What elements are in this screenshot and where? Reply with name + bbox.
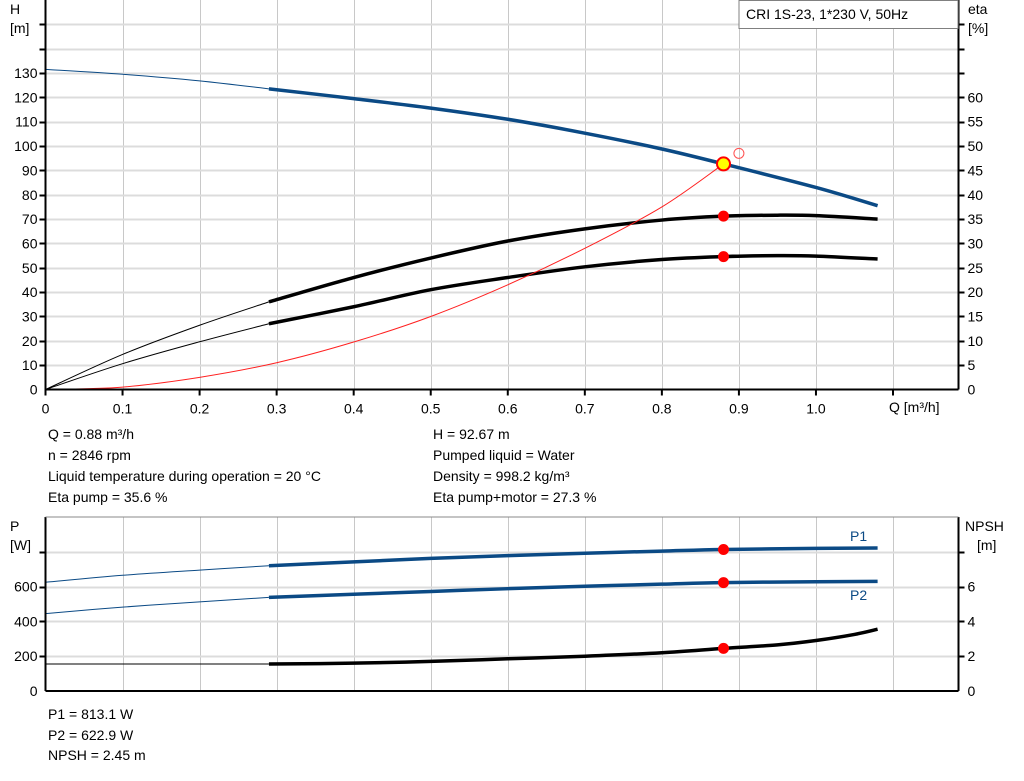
- operating-point-marker: [718, 577, 730, 589]
- y-tick-label: 40: [22, 284, 38, 300]
- x-axis-label: Q [m³/h]: [889, 399, 940, 415]
- y2-tick-label: 30: [968, 235, 984, 251]
- requested-point-marker: [733, 147, 745, 159]
- curve-P1: [268, 546, 878, 568]
- y-axis-label-p: P: [10, 518, 19, 534]
- y2-axis-label-eta: eta: [968, 1, 988, 17]
- y2-tick-label: 15: [968, 308, 984, 324]
- y-tick-label: 30: [22, 308, 38, 324]
- curve-system: [45, 163, 724, 390]
- y2-tick-label: 4: [968, 613, 976, 629]
- y2-tick-label: 0: [968, 382, 976, 398]
- info-top-right: H = 92.67 m Pumped liquid = Water Densit…: [433, 426, 596, 510]
- y2-tick-label: 35: [968, 211, 984, 227]
- operating-point-marker: [718, 642, 730, 654]
- operating-point-marker: [718, 210, 730, 222]
- info-bottom: P1 = 813.1 W P2 = 622.9 W NPSH = 2.45 m: [48, 706, 146, 768]
- curve-P2-extrapolated: [45, 596, 269, 615]
- y-axis-unit-h: [m]: [10, 20, 29, 36]
- y-tick-label: 0: [30, 683, 38, 699]
- y2-tick-label: 40: [968, 187, 984, 203]
- x-tick-label: 0.8: [652, 401, 672, 417]
- curve-head: [268, 87, 879, 208]
- x-tick-label: 0.3: [267, 401, 287, 417]
- y-tick-label: 400: [14, 613, 38, 629]
- info-eta-pump: Eta pump = 35.6 %: [48, 489, 168, 505]
- y2-tick-label: 6: [968, 579, 976, 595]
- x-tick-label: 0.4: [344, 401, 364, 417]
- y-tick-label: 110: [15, 114, 38, 130]
- info-p2: P2 = 622.9 W: [48, 726, 134, 743]
- y-axis-unit-p: [W]: [10, 537, 31, 553]
- x-tick-label: 0.9: [729, 401, 749, 417]
- curve-eta-pump-motor-extrapolated: [45, 323, 270, 390]
- x-tick-label: 0.5: [421, 401, 441, 417]
- curve-eta-pump: [268, 213, 878, 304]
- operating-point-marker: [718, 251, 730, 263]
- curve-P1-extrapolated: [45, 565, 269, 583]
- x-tick-label: 0.1: [113, 401, 133, 417]
- info-flow: Q = 0.88 m³/h: [48, 426, 134, 442]
- y2-tick-label: 25: [968, 260, 984, 276]
- info-eta-pump-motor: Eta pump+motor = 27.3 %: [433, 489, 597, 505]
- x-tick-label: 0.2: [190, 401, 210, 417]
- y2-axis-unit-npsh: [m]: [977, 537, 996, 553]
- y2-tick-label: 10: [968, 333, 984, 349]
- curve-head-extrapolated: [45, 68, 269, 90]
- info-top-left: Q = 0.88 m³/h n = 2846 rpm Liquid temper…: [48, 426, 321, 510]
- series-label-p1: P1: [850, 528, 867, 544]
- info-p1: P1 = 813.1 W: [48, 706, 134, 722]
- curve-NPSH: [268, 627, 878, 666]
- y-tick-label: 80: [22, 187, 38, 203]
- chart-title: CRI 1S-23, 1*230 V, 50Hz: [746, 6, 908, 22]
- info-npsh: NPSH = 2.45 m: [48, 747, 146, 763]
- y-tick-label: 60: [22, 235, 38, 251]
- info-pumped-liquid: Pumped liquid = Water: [433, 447, 575, 463]
- curve-eta-pump-motor: [268, 253, 878, 326]
- y-tick-label: 50: [22, 260, 38, 276]
- y2-tick-label: 60: [968, 89, 984, 105]
- y-tick-label: 120: [14, 89, 38, 105]
- y2-tick-label: 20: [968, 284, 984, 300]
- y-tick-label: 600: [14, 579, 38, 595]
- info-liquid-temperature: Liquid temperature during operation = 20…: [48, 468, 321, 484]
- y2-tick-label: 55: [968, 114, 984, 130]
- operating-point-marker: [718, 544, 730, 556]
- y-tick-label: 130: [14, 65, 38, 81]
- info-head: H = 92.67 m: [433, 426, 510, 442]
- y-tick-label: 0: [30, 382, 38, 398]
- y-tick-label: 20: [22, 333, 38, 349]
- y-tick-label: 10: [22, 357, 38, 373]
- y2-tick-label: 50: [968, 138, 984, 154]
- series-label-p2: P2: [850, 587, 867, 603]
- y2-tick-label: 0: [968, 683, 976, 699]
- x-tick-label: 1.0: [806, 401, 826, 417]
- y2-tick-label: 45: [968, 162, 984, 178]
- duty-point-marker: [716, 156, 732, 172]
- y-tick-label: 100: [14, 138, 38, 154]
- title-box: CRI 1S-23, 1*230 V, 50Hz: [738, 0, 959, 29]
- y-tick-label: 90: [22, 162, 38, 178]
- y2-axis-label-npsh: NPSH: [965, 518, 1004, 534]
- x-tick-label: 0.6: [498, 401, 518, 417]
- y2-axis-unit-eta: [%]: [968, 20, 988, 36]
- curve-eta-pump-extrapolated: [45, 301, 270, 390]
- info-speed: n = 2846 rpm: [48, 447, 131, 463]
- x-tick-label: 0: [42, 401, 50, 417]
- y2-tick-label: 2: [968, 648, 976, 664]
- y-tick-label: 200: [14, 648, 38, 664]
- curve-P2: [268, 579, 878, 600]
- y-axis-label-h: H: [10, 1, 20, 17]
- y-tick-label: 70: [22, 211, 38, 227]
- info-density: Density = 998.2 kg/m³: [433, 468, 570, 484]
- y2-tick-label: 5: [968, 357, 976, 373]
- x-tick-label: 0.7: [575, 401, 595, 417]
